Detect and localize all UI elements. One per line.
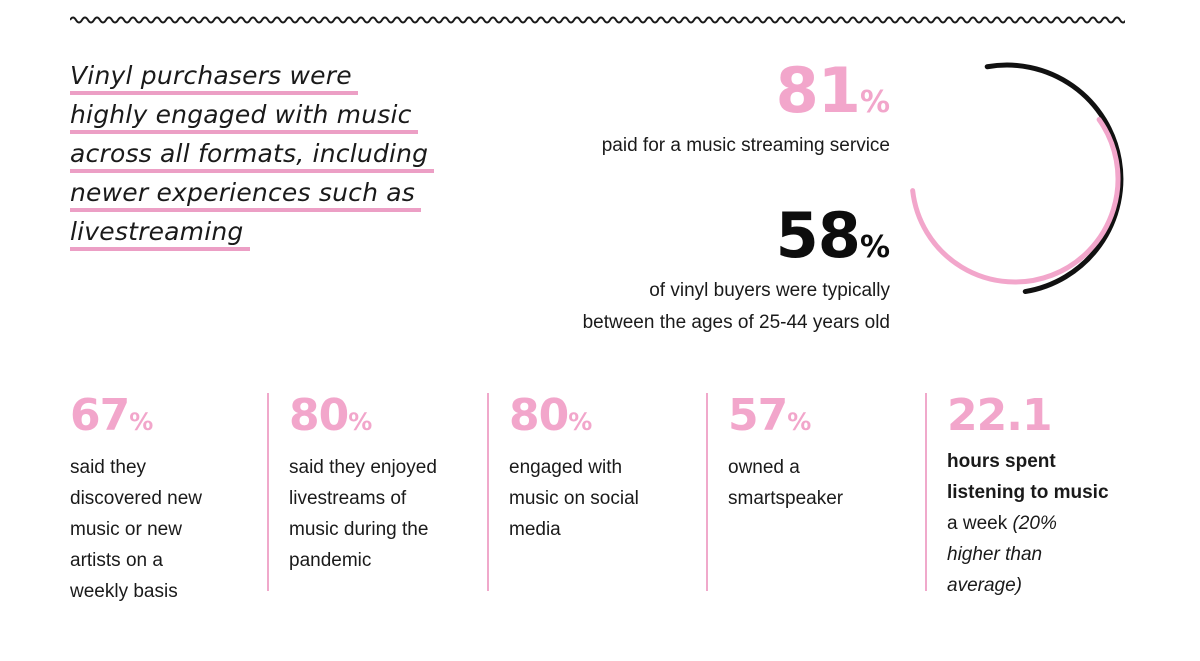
headline-line: Vinyl purchasers were [70,61,358,95]
percentage-rings [910,62,1124,295]
stat-value: 80% [289,390,373,441]
stat-column-livestreams: 80% said they enjoyed livestreams of mus… [289,390,489,590]
headline: Vinyl purchasers were highly engaged wit… [70,56,490,251]
stat-streaming-desc: paid for a music streaming service [601,135,890,156]
headline-line: highly engaged with music [70,100,418,134]
column-divider [267,393,269,591]
column-divider [925,393,927,591]
stat-age: 58% of vinyl buyers were typically betwe… [583,205,890,339]
stat-desc: said they discovered new music or new ar… [70,457,203,602]
headline-line: across all formats, including [70,139,435,173]
stat-value: 22.1 [947,390,1053,441]
stat-age-desc: of vinyl buyers were typically between t… [582,280,890,333]
stat-column-smartspeaker: 57% owned a smartspeaker [728,390,928,590]
headline-line: livestreaming [70,217,250,251]
headline-line: newer experiences such as [70,178,422,212]
stat-streaming-value: 81% [775,54,890,127]
stat-value: 67% [70,390,154,441]
stat-desc: engaged with music on social media [509,457,639,540]
ring-81-arc [984,62,1124,295]
stat-value: 80% [509,390,593,441]
stat-age-value: 58% [775,199,890,272]
stat-value: 57% [728,390,812,441]
stat-desc: hours spent listening to music a week (2… [947,451,1109,596]
column-divider [706,393,708,591]
stat-desc: owned a smartspeaker [728,457,844,509]
column-divider [487,393,489,591]
stat-column-social: 80% engaged with music on social media [509,390,709,590]
stat-column-discovery: 67% said they discovered new music or ne… [70,390,270,602]
stat-streaming: 81% paid for a music streaming service [602,60,890,162]
wavy-divider [70,16,1125,24]
stat-desc: said they enjoyed livestreams of music d… [289,457,437,571]
ring-58-arc [910,117,1121,285]
stat-column-listening-hours: 22.1 hours spent listening to music a we… [947,390,1147,596]
